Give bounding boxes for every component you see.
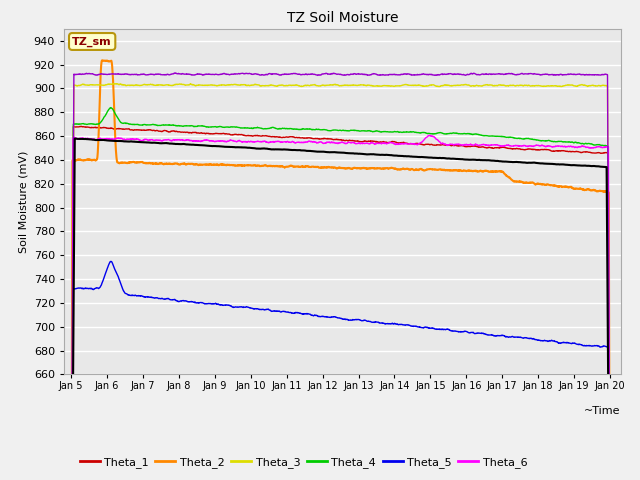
Theta_3 (109, 81, 117, 86)
Theta_6 (129, 136, 136, 142)
Text: ~Time: ~Time (584, 406, 621, 416)
Text: TZ_sm: TZ_sm (72, 36, 112, 47)
Theta_6 (161, 137, 168, 143)
Line: Theta_5: Theta_5 (71, 262, 610, 480)
Theta_1 (298, 135, 305, 141)
Theta_5 (298, 311, 305, 316)
Theta_7 (129, 72, 136, 77)
Theta_1 (129, 127, 137, 133)
Theta_3 (274, 83, 282, 88)
Theta_4 (107, 105, 115, 110)
Theta_1 (596, 150, 604, 156)
Theta_4 (161, 122, 168, 128)
Theta_5 (538, 338, 545, 344)
Theta_4 (538, 138, 545, 144)
Theta_avg (538, 160, 545, 166)
Theta_6 (538, 143, 545, 148)
Theta_1 (274, 134, 282, 140)
Theta_avg (72, 136, 79, 142)
Theta_avg (298, 147, 305, 153)
Theta_3 (596, 83, 604, 89)
Theta_3 (161, 83, 168, 88)
Theta_7 (596, 72, 604, 78)
Theta_2 (161, 161, 168, 167)
Theta_2 (129, 159, 137, 165)
Line: Theta_1: Theta_1 (71, 126, 610, 480)
Line: Theta_4: Theta_4 (71, 108, 610, 480)
Theta_6 (298, 140, 305, 145)
Theta_6 (425, 132, 433, 138)
Theta_2 (298, 164, 305, 169)
Theta_5 (129, 292, 137, 298)
Theta_7 (172, 70, 179, 76)
Line: Theta_7: Theta_7 (71, 73, 610, 480)
Theta_4 (129, 121, 137, 127)
Theta_3 (538, 83, 545, 89)
Theta_1 (161, 128, 168, 133)
Theta_2 (538, 181, 545, 187)
Theta_4 (298, 127, 305, 132)
Theta_2 (274, 163, 282, 169)
Theta_6 (274, 138, 282, 144)
Theta_4 (274, 126, 282, 132)
Line: Theta_6: Theta_6 (71, 135, 610, 480)
Theta_5 (596, 344, 604, 349)
Title: TZ Soil Moisture: TZ Soil Moisture (287, 11, 398, 25)
Theta_6 (596, 144, 604, 150)
Line: Theta_3: Theta_3 (71, 84, 610, 480)
Theta_2 (99, 58, 106, 63)
Theta_avg (596, 164, 604, 169)
Theta_3 (298, 84, 305, 89)
Theta_7 (538, 72, 545, 78)
Line: Theta_avg: Theta_avg (71, 139, 610, 480)
Theta_5 (108, 259, 115, 264)
Theta_2 (596, 188, 604, 193)
Line: Theta_2: Theta_2 (71, 60, 610, 480)
Theta_7 (274, 72, 282, 77)
Theta_7 (298, 72, 305, 77)
Y-axis label: Soil Moisture (mV): Soil Moisture (mV) (18, 150, 28, 253)
Theta_3 (129, 83, 137, 88)
Theta_avg (129, 139, 137, 144)
Theta_7 (161, 72, 168, 78)
Theta_1 (538, 147, 545, 153)
Theta_5 (274, 308, 282, 314)
Theta_avg (161, 140, 168, 146)
Theta_4 (596, 142, 604, 147)
Theta_1 (77, 123, 85, 129)
Theta_5 (161, 296, 168, 302)
Theta_avg (274, 146, 282, 152)
